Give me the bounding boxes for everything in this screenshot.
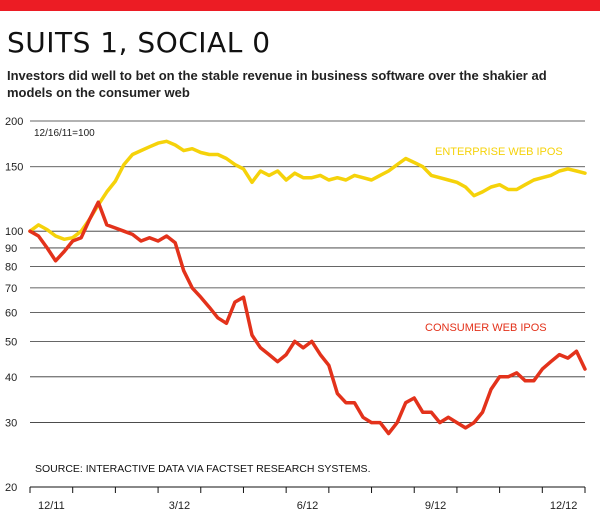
y-tick-60: 60 [5, 307, 17, 319]
y-tick-150: 150 [5, 162, 23, 174]
y-tick-90: 90 [5, 243, 17, 255]
source-note: SOURCE: INTERACTIVE DATA VIA FACTSET RES… [35, 463, 370, 475]
x-ticks: 12/11 3/12 6/12 9/12 12/12 [29, 487, 586, 512]
x-tick-label: 6/12 [297, 500, 318, 512]
legend-enterprise: ENTERPRISE WEB IPOS [435, 146, 563, 158]
series-line-1 [28, 200, 587, 436]
y-tick-100: 100 [5, 226, 23, 238]
y-tick-30: 30 [5, 418, 17, 430]
y-tick-50: 50 [5, 336, 17, 348]
x-tick-label: 3/12 [169, 500, 190, 512]
y-tick-80: 80 [5, 262, 17, 274]
x-tick-label: 9/12 [425, 500, 446, 512]
y-tick-200: 200 [5, 116, 23, 128]
chart-title: SUITS 1, SOCIAL 0 [7, 26, 271, 59]
y-tick-20: 20 [5, 482, 17, 494]
line-chart: 20 30 40 50 60 70 80 90 100 150 200 12/16/11=100 1… [5, 116, 587, 512]
x-tick-label: 12/12 [550, 500, 578, 512]
series-line-0 [28, 139, 587, 242]
y-tick-70: 70 [5, 283, 17, 295]
legend-consumer: CONSUMER WEB IPOS [425, 322, 547, 334]
y-tick-40: 40 [5, 372, 17, 384]
series-lines [28, 139, 587, 436]
chart-subtitle: Investors did well to bet on the stable … [7, 68, 547, 100]
y-axis-label: 12/16/11=100 [34, 128, 95, 139]
x-tick-label: 12/11 [38, 500, 65, 512]
top-accent-bar [0, 0, 600, 11]
y-gridlines [30, 120, 585, 488]
y-tick-labels: 20 30 40 50 60 70 80 90 100 150 200 [5, 116, 23, 494]
